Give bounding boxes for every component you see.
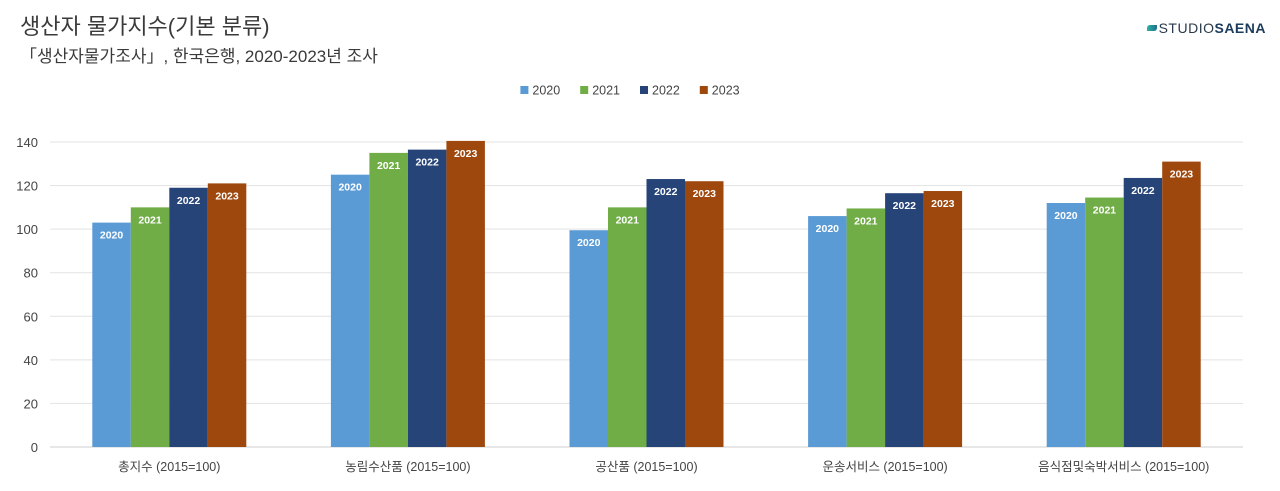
y-tick-label: 100 [16, 222, 38, 237]
bar [608, 207, 647, 447]
bar [1123, 177, 1163, 448]
data-label: 2021 [138, 214, 162, 226]
data-label: 2021 [377, 160, 401, 172]
bar [923, 191, 963, 447]
data-label: 2023 [1170, 169, 1194, 181]
data-label: 2022 [654, 186, 678, 198]
x-category-label: 총지수 (2015=100) [118, 460, 220, 474]
y-tick-label: 0 [31, 440, 38, 455]
data-label: 2020 [338, 182, 362, 194]
data-label: 2023 [931, 198, 955, 210]
y-tick-label: 120 [16, 179, 38, 194]
bar [1085, 197, 1124, 447]
bar [446, 140, 485, 448]
data-label: 2020 [577, 237, 601, 249]
bar [169, 187, 208, 447]
legend-swatch [580, 86, 589, 94]
data-label: 2023 [454, 148, 478, 160]
data-label: 2020 [1054, 210, 1078, 222]
legend-swatch [699, 86, 708, 94]
data-label: 2022 [1131, 185, 1155, 197]
data-label: 2022 [893, 200, 917, 212]
x-category-label: 운송서비스 (2015=100) [822, 460, 947, 474]
bar [207, 183, 247, 447]
bar [846, 208, 886, 447]
bar [1162, 161, 1201, 447]
data-label: 2022 [177, 195, 201, 207]
data-label: 2021 [854, 215, 878, 227]
bar [646, 179, 685, 448]
data-label: 2021 [1093, 205, 1117, 217]
data-label: 2022 [415, 157, 439, 169]
x-category-label: 공산품 (2015=100) [595, 460, 697, 474]
y-tick-label: 80 [24, 266, 38, 281]
data-label: 2021 [616, 214, 640, 226]
bar [369, 152, 408, 447]
logo-mark-icon [1146, 23, 1157, 33]
bar [1046, 203, 1086, 447]
logo-saena-text: SAENA [1214, 20, 1266, 36]
x-category-label: 음식점및숙박서비스 (2015=100) [1038, 460, 1209, 474]
y-tick-label: 20 [24, 396, 38, 411]
data-label: 2020 [816, 223, 840, 235]
bar [885, 193, 924, 447]
bar [330, 174, 370, 447]
legend-label: 2023 [712, 84, 740, 98]
bar [569, 230, 608, 447]
brand-logo: STUDIO SAENA [1146, 20, 1266, 36]
bar [92, 222, 131, 447]
legend-label: 2021 [592, 84, 620, 98]
chart-subtitle: 「생산자물가조사」, 한국은행, 2020-2023년 조사 [20, 47, 378, 66]
x-category-label: 농림수산품 (2015=100) [345, 460, 470, 474]
y-tick-label: 40 [24, 353, 38, 368]
logo-studio-text: STUDIO [1158, 20, 1215, 36]
bar [808, 216, 847, 447]
data-label: 2023 [215, 190, 239, 202]
legend-swatch [640, 86, 648, 94]
legend-label: 2022 [652, 84, 680, 98]
bar [685, 181, 724, 447]
legend-swatch [520, 86, 529, 94]
bar [407, 149, 447, 447]
y-tick-label: 60 [24, 309, 38, 324]
legend-label: 2020 [532, 84, 560, 98]
chart-title: 생산자 물가지수(기본 분류) [20, 14, 270, 39]
data-label: 2023 [693, 188, 717, 200]
bar [130, 207, 170, 447]
data-label: 2020 [100, 230, 124, 242]
y-tick-label: 140 [16, 135, 38, 150]
